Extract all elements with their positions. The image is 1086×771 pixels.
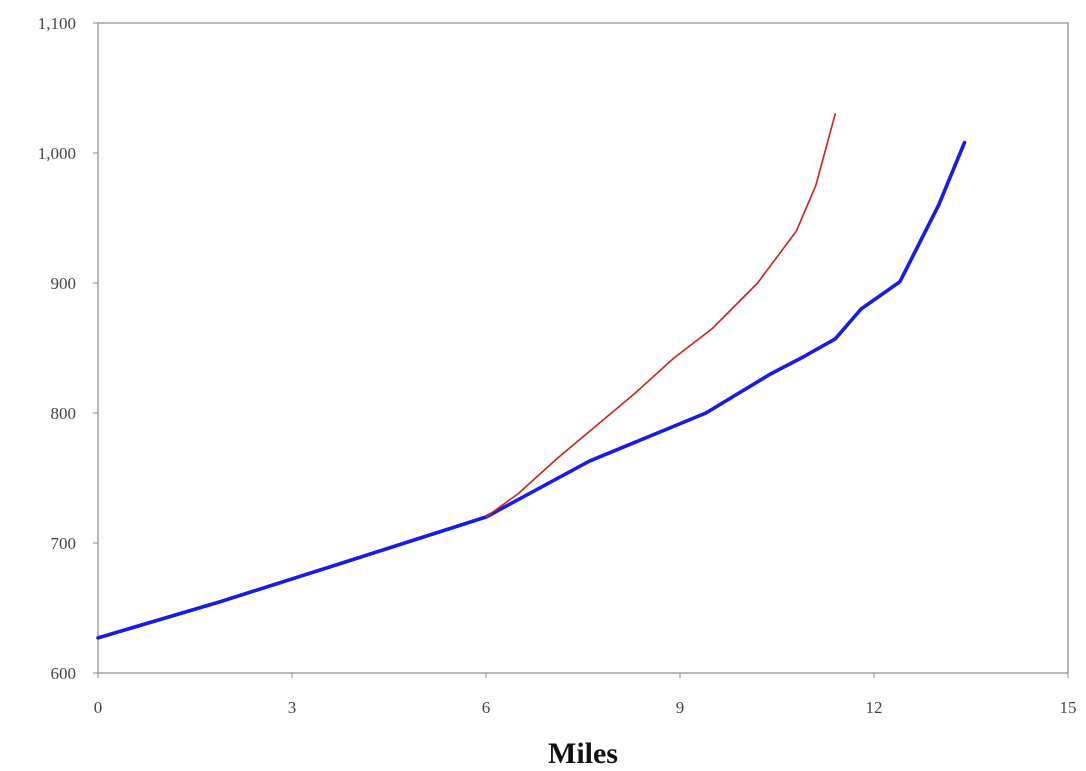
y-axis-ticks: 600 700 800 900 1,000 1,100 bbox=[38, 14, 98, 683]
y-tick-label: 900 bbox=[51, 274, 77, 293]
x-tick-label: 6 bbox=[482, 698, 491, 717]
y-tick-label: 700 bbox=[51, 534, 77, 553]
plot-area-frame bbox=[98, 23, 1068, 673]
x-tick-label: 9 bbox=[676, 698, 685, 717]
x-tick-label: 3 bbox=[288, 698, 297, 717]
x-tick-label: 15 bbox=[1060, 698, 1077, 717]
x-axis-title: Miles bbox=[548, 737, 618, 770]
x-tick-label: 12 bbox=[866, 698, 883, 717]
x-axis-ticks: 0 3 6 9 12 15 bbox=[94, 673, 1077, 717]
y-tick-label: 800 bbox=[51, 404, 77, 423]
y-tick-label: 1,000 bbox=[38, 144, 76, 163]
x-tick-label: 0 bbox=[94, 698, 103, 717]
y-tick-label: 1,100 bbox=[38, 14, 76, 33]
y-tick-label: 600 bbox=[51, 664, 77, 683]
